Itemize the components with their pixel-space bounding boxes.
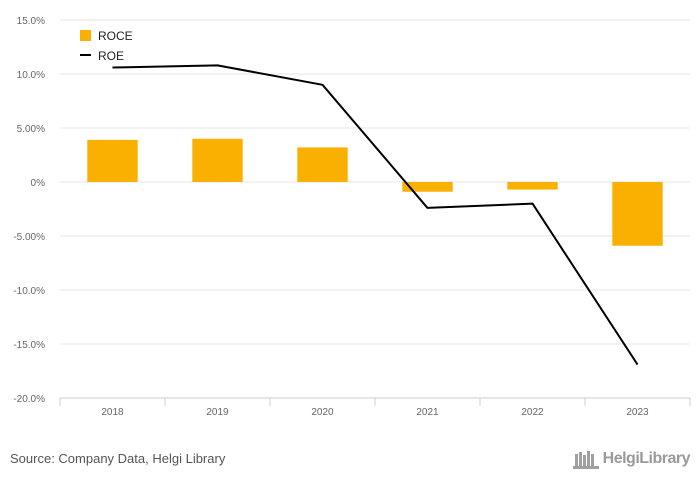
legend-swatch-roce (80, 30, 91, 41)
line-roe (112, 64, 639, 366)
legend-label-roe: ROE (98, 49, 124, 63)
chart: 15.0% 10.0% 5.00% 0% -5.00% -10.0% -15.0% -20.0… (13, 16, 691, 418)
y-tick-label: 10.0% (17, 70, 45, 81)
y-tick-label: 5.00% (17, 124, 45, 135)
x-tick-label: 2021 (416, 407, 439, 418)
brand-text: HelgiLibrary (602, 450, 691, 467)
footer: Source: Company Data, Helgi Library Helg… (0, 440, 700, 483)
library-icon (572, 451, 599, 469)
source-text: Source: Company Data, Helgi Library (10, 451, 226, 466)
x-tick-label: 2020 (311, 407, 334, 418)
chart-svg: 15.0% 10.0% 5.00% 0% -5.00% -10.0% -15.0% -20.0… (13, 16, 691, 418)
bar-roce-2022 (507, 182, 558, 190)
bar-roce-2019 (192, 138, 243, 182)
bar-roce-2023 (612, 182, 663, 246)
y-tick-label: -10.0% (13, 286, 45, 297)
legend-label-roce: ROCE (98, 29, 133, 43)
y-tick-label: -15.0% (13, 340, 45, 351)
bar-roce-2021 (402, 182, 453, 192)
y-tick-label: -5.00% (13, 232, 45, 243)
bar-roce-2018 (87, 139, 138, 182)
x-tick-label: 2023 (626, 407, 649, 418)
y-tick-label: 15.0% (17, 16, 45, 27)
brand-logo[interactable]: HelgiLibrary (572, 448, 691, 470)
y-tick-label: -20.0% (13, 394, 45, 405)
x-tick-label: 2018 (101, 407, 124, 418)
x-tick-label: 2022 (521, 407, 544, 418)
y-tick-label: 0% (31, 178, 46, 189)
x-tick-label: 2019 (206, 407, 229, 418)
bar-roce-2020 (297, 147, 348, 182)
